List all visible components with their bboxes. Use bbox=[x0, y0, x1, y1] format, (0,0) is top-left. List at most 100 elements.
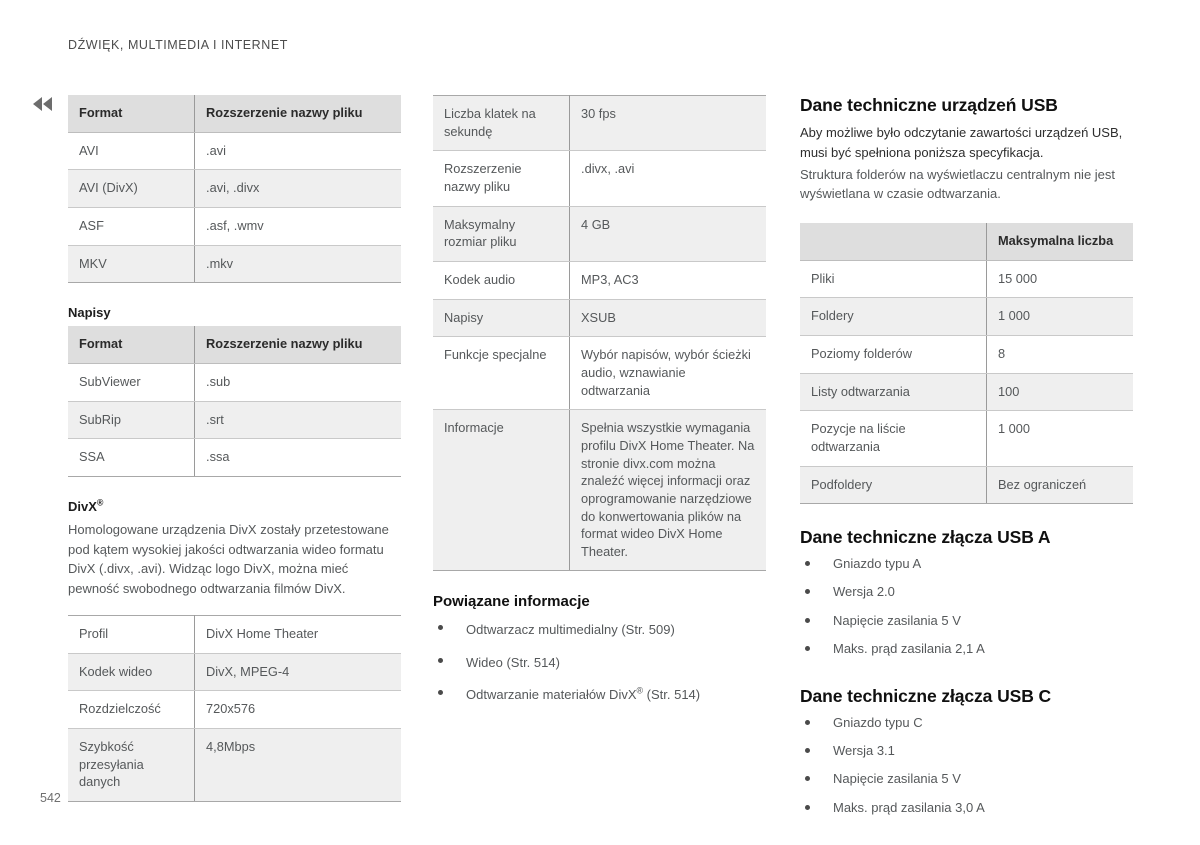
cell-value: XSUB bbox=[569, 299, 766, 338]
cell-key: Napisy bbox=[433, 299, 571, 338]
related-info-list: Odtwarzacz multimedialny (Str. 509) Wide… bbox=[433, 614, 766, 711]
column-header-max-count: Maksymalna liczba bbox=[986, 223, 1133, 261]
cell-value: 4 GB bbox=[569, 206, 766, 262]
bullet-icon bbox=[805, 776, 810, 782]
usb-a-list: Gniazdo typu A Wersja 2.0 Napięcie zasil… bbox=[800, 550, 1133, 663]
cell-value: 8 bbox=[986, 335, 1133, 374]
bullet-icon bbox=[438, 657, 443, 663]
registered-mark: ® bbox=[636, 685, 644, 696]
list-item: Maks. prąd zasilania 2,1 A bbox=[800, 635, 1133, 663]
cell-value: .avi, .divx bbox=[194, 169, 401, 208]
usb-a-item-label: Gniazdo typu A bbox=[833, 556, 922, 572]
cell-key: AVI (DivX) bbox=[68, 169, 196, 208]
cell-value: 30 fps bbox=[569, 95, 766, 152]
table-row: Podfoldery Bez ograniczeń bbox=[800, 466, 1133, 505]
cell-value: .mkv bbox=[194, 245, 401, 284]
cell-key: ASF bbox=[68, 207, 196, 246]
cell-key: Poziomy folderów bbox=[800, 335, 987, 374]
cell-key: Informacje bbox=[433, 409, 571, 572]
column-header-extension: Rozszerzenie nazwy pliku bbox=[194, 326, 401, 364]
double-left-triangle-icon[interactable] bbox=[33, 97, 55, 111]
cell-key: Profil bbox=[68, 615, 196, 654]
cell-key: Rozszerzenie nazwy pliku bbox=[433, 150, 571, 207]
list-item[interactable]: Odtwarzacz multimedialny (Str. 509) bbox=[433, 614, 766, 646]
cell-value: 4,8Mbps bbox=[194, 728, 401, 802]
usb-intro-paragraph-1: Aby możliwe było odczytanie zawartości u… bbox=[800, 125, 1123, 160]
cell-key: SSA bbox=[68, 438, 196, 477]
table-row: Funkcje specjalne Wybór napisów, wybór ś… bbox=[433, 336, 766, 411]
list-item: Wersja 3.1 bbox=[800, 737, 1133, 765]
table-row: Kodek wideo DivX, MPEG-4 bbox=[68, 653, 401, 692]
usb-c-item-label: Napięcie zasilania 5 V bbox=[833, 771, 961, 787]
divx-spec-table: Liczba klatek na sekundę 30 fps Rozszerz… bbox=[433, 95, 766, 572]
list-item: Wersja 2.0 bbox=[800, 578, 1133, 606]
list-item: Napięcie zasilania 5 V bbox=[800, 765, 1133, 793]
table-row: SSA .ssa bbox=[68, 438, 401, 477]
bullet-icon bbox=[438, 625, 443, 631]
usb-c-item-label: Gniazdo typu C bbox=[833, 715, 923, 730]
bullet-icon bbox=[805, 720, 810, 725]
cell-key: Kodek wideo bbox=[68, 653, 196, 692]
usb-intro-paragraph-2: Struktura folderów na wyświetlaczu centr… bbox=[800, 166, 1116, 202]
related-link-label: Wideo (Str. 514) bbox=[466, 654, 560, 670]
table-row: Profil DivX Home Theater bbox=[68, 615, 401, 654]
cell-key: Podfoldery bbox=[800, 466, 987, 505]
column-header-format: Format bbox=[68, 326, 196, 364]
table-row: SubRip .srt bbox=[68, 401, 401, 440]
cell-value: 15 000 bbox=[986, 260, 1133, 299]
related-link-label-pre: Odtwarzanie materiałów DivX bbox=[466, 686, 637, 702]
related-link-label-post: (Str. 514) bbox=[643, 686, 701, 702]
table-row: MKV .mkv bbox=[68, 245, 401, 284]
list-item[interactable]: Odtwarzanie materiałów DivX® (Str. 514) bbox=[433, 679, 766, 711]
table-row: Poziomy folderów 8 bbox=[800, 335, 1133, 374]
cell-value: .asf, .wmv bbox=[194, 207, 401, 246]
table-row: Informacje Spełnia wszystkie wymagania p… bbox=[433, 409, 766, 572]
bullet-icon bbox=[805, 561, 810, 567]
cell-value: Spełnia wszystkie wymagania profilu DivX… bbox=[569, 409, 766, 572]
cell-key: Maksymalny rozmiar pliku bbox=[433, 206, 571, 262]
cell-value: Bez ograniczeń bbox=[986, 466, 1133, 505]
cell-value: .srt bbox=[194, 401, 401, 440]
page-number: 542 bbox=[40, 791, 61, 805]
cell-value: 1 000 bbox=[986, 410, 1133, 467]
cell-key: Listy odtwarzania bbox=[800, 373, 987, 412]
list-item: Gniazdo typu C bbox=[800, 709, 1133, 737]
cell-value: .ssa bbox=[194, 438, 401, 477]
table-header-row: Format Rozszerzenie nazwy pliku bbox=[68, 326, 401, 364]
cell-value: DivX Home Theater bbox=[194, 615, 401, 654]
middle-column: Liczba klatek na sekundę 30 fps Rozszerz… bbox=[433, 95, 766, 711]
cell-value: .sub bbox=[194, 363, 401, 402]
right-column: Dane techniczne urządzeń USB Aby możliwe… bbox=[800, 95, 1133, 822]
cell-value: 720x576 bbox=[194, 690, 401, 729]
cell-key: Szybkość przesyłania danych bbox=[68, 728, 196, 802]
table-row: Kodek audio MP3, AC3 bbox=[433, 261, 766, 300]
registered-mark: ® bbox=[96, 497, 104, 508]
bullet-icon bbox=[805, 645, 810, 651]
usb-c-heading: Dane techniczne złącza USB C bbox=[800, 686, 1052, 706]
table-row: Rozszerzenie nazwy pliku .divx, .avi bbox=[433, 150, 766, 207]
cell-key: Pozycje na liście odtwarzania bbox=[800, 410, 987, 467]
cell-value: 1 000 bbox=[986, 297, 1133, 336]
subtitles-table: Format Rozszerzenie nazwy pliku SubViewe… bbox=[68, 326, 401, 477]
usb-a-item-label: Napięcie zasilania 5 V bbox=[833, 612, 961, 628]
table-header-row: Maksymalna liczba bbox=[800, 223, 1133, 261]
list-item: Napięcie zasilania 5 V bbox=[800, 607, 1133, 635]
cell-value: MP3, AC3 bbox=[569, 261, 766, 300]
table-row: SubViewer .sub bbox=[68, 363, 401, 402]
cell-key: AVI bbox=[68, 132, 196, 171]
usb-specs-heading: Dane techniczne urządzeń USB bbox=[800, 95, 1058, 115]
divx-profile-table: Profil DivX Home Theater Kodek wideo Div… bbox=[68, 614, 401, 802]
cell-key: Liczba klatek na sekundę bbox=[433, 95, 571, 152]
list-item[interactable]: Wideo (Str. 514) bbox=[433, 647, 766, 679]
usb-c-item-label: Maks. prąd zasilania 3,0 A bbox=[833, 799, 985, 815]
related-info-heading: Powiązane informacje bbox=[433, 593, 590, 611]
divx-heading: DivX® bbox=[68, 497, 401, 514]
table-row: Szybkość przesyłania danych 4,8Mbps bbox=[68, 728, 401, 802]
bullet-icon bbox=[438, 689, 443, 695]
cell-key: Kodek audio bbox=[433, 261, 571, 300]
bullet-icon bbox=[805, 748, 810, 754]
usb-c-item-label: Wersja 3.1 bbox=[833, 743, 895, 759]
bullet-icon bbox=[805, 804, 810, 810]
cell-key: Rozdzielczość bbox=[68, 690, 196, 729]
